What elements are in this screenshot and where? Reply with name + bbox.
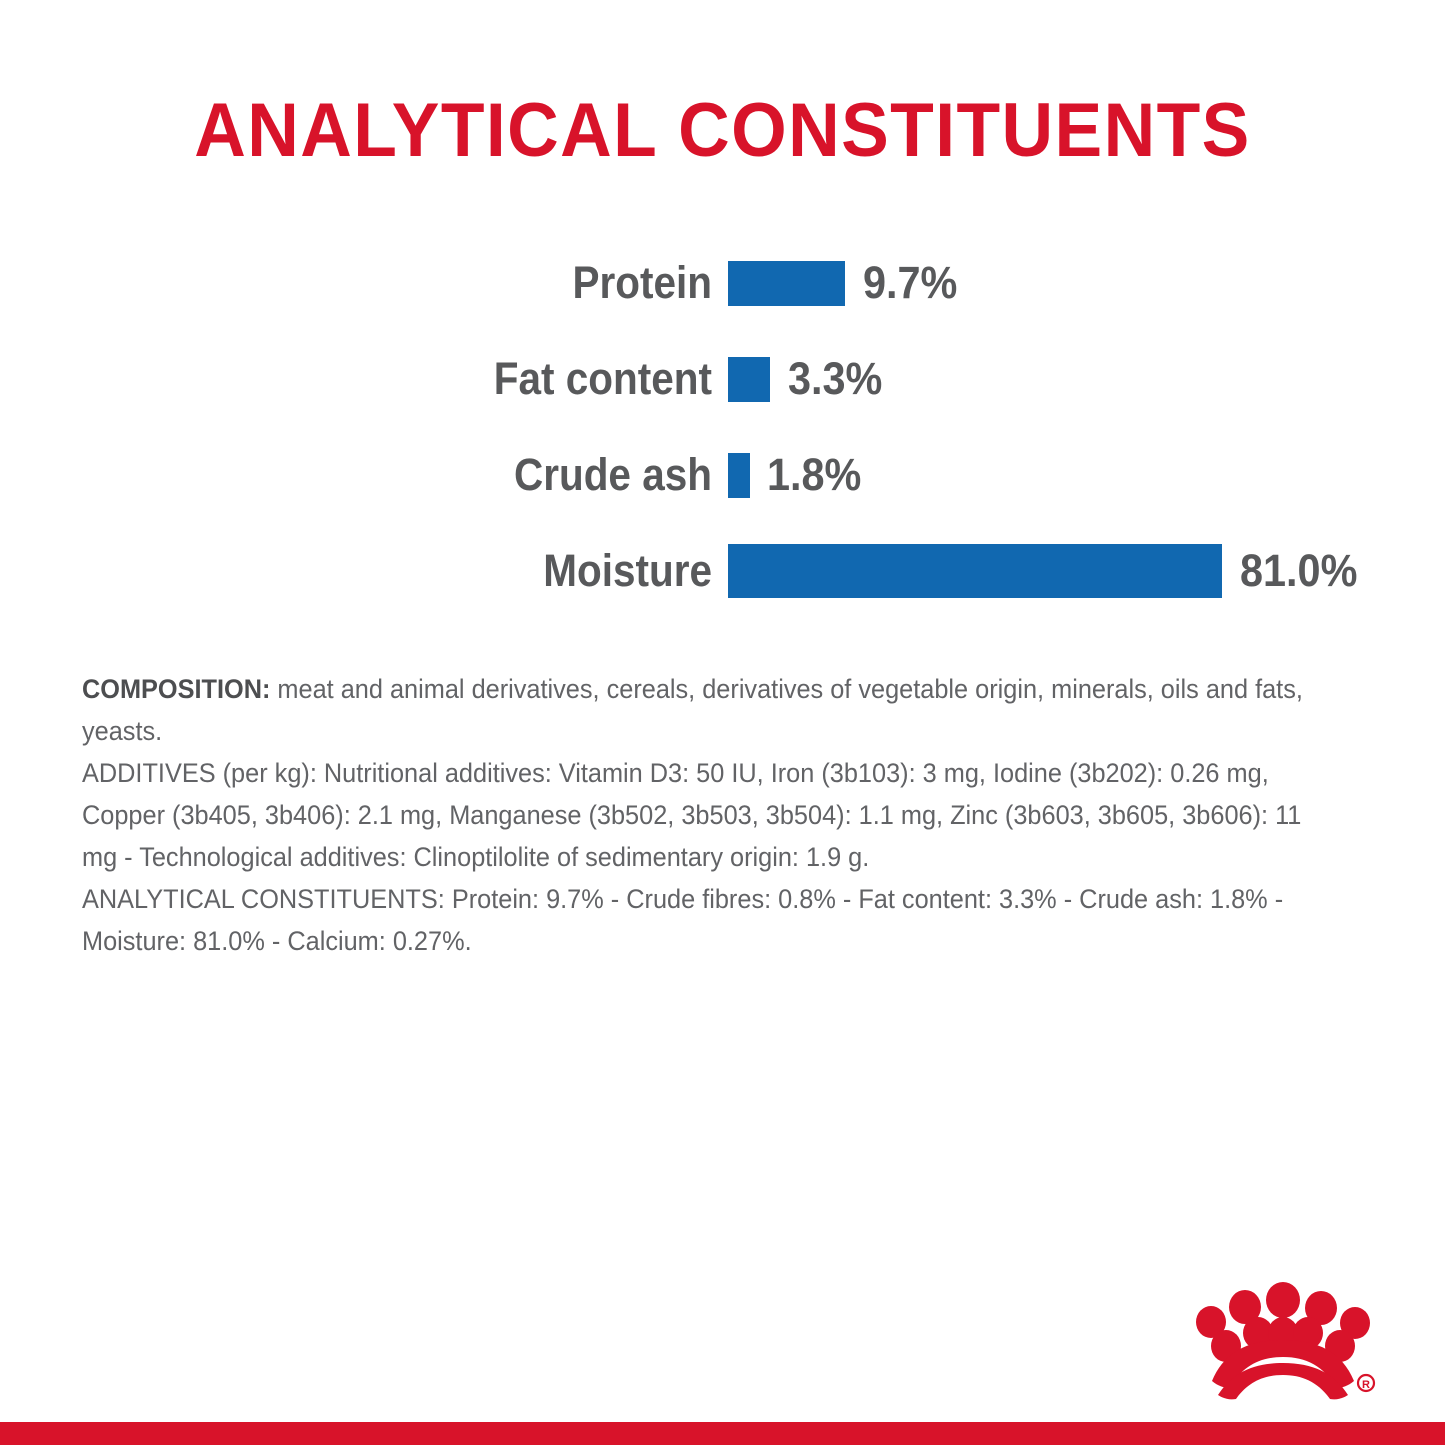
composition-body: meat and animal derivatives, cereals, de… [82, 674, 1303, 746]
bar-fill-crude-ash [728, 453, 750, 498]
analytical-constituents-paragraph: ANALYTICAL CONSTITUENTS: Protein: 9.7% -… [82, 884, 1284, 956]
bar-value-moisture: 81.0% [1240, 545, 1358, 596]
bottom-accent-bar [0, 1422, 1445, 1445]
bar-value-crude-ash: 1.8% [767, 449, 862, 500]
bar-label-crude-ash: Crude ash [513, 449, 712, 500]
page-title: ANALYTICAL CONSTITUENTS [194, 88, 1251, 173]
bar-label-moisture: Moisture [543, 545, 712, 596]
bar-fill-moisture [728, 544, 1222, 598]
bar-label-protein: Protein [572, 257, 712, 308]
bar-value-fat-content: 3.3% [788, 353, 883, 404]
bar-label-fat-content: Fat content [493, 353, 712, 404]
additives-paragraph: ADDITIVES (per kg): Nutritional additive… [82, 758, 1302, 872]
composition-paragraph: COMPOSITION: meat and animal derivatives… [82, 668, 1324, 752]
svg-text:R: R [1362, 1379, 1370, 1391]
bar-value-protein: 9.7% [863, 257, 958, 308]
chart-row-moisture: Moisture 81.0% [0, 540, 1445, 602]
bar-fill-fat-content [728, 357, 770, 402]
crown-icon: R [1196, 1282, 1376, 1400]
registered-mark-icon: R [1356, 1373, 1376, 1393]
analytical-constituents-chart: Protein 9.7% Fat content 3.3% Crude ash … [0, 248, 1445, 618]
chart-row-crude-ash: Crude ash 1.8% [0, 444, 1445, 506]
chart-row-fat-content: Fat content 3.3% [0, 348, 1445, 410]
royal-canin-crown-logo: R [1188, 1278, 1378, 1403]
chart-row-protein: Protein 9.7% [0, 252, 1445, 314]
composition-label: COMPOSITION: [82, 674, 271, 704]
bar-fill-protein [728, 261, 845, 306]
ingredient-legal-text: COMPOSITION: meat and animal derivatives… [82, 668, 1324, 962]
